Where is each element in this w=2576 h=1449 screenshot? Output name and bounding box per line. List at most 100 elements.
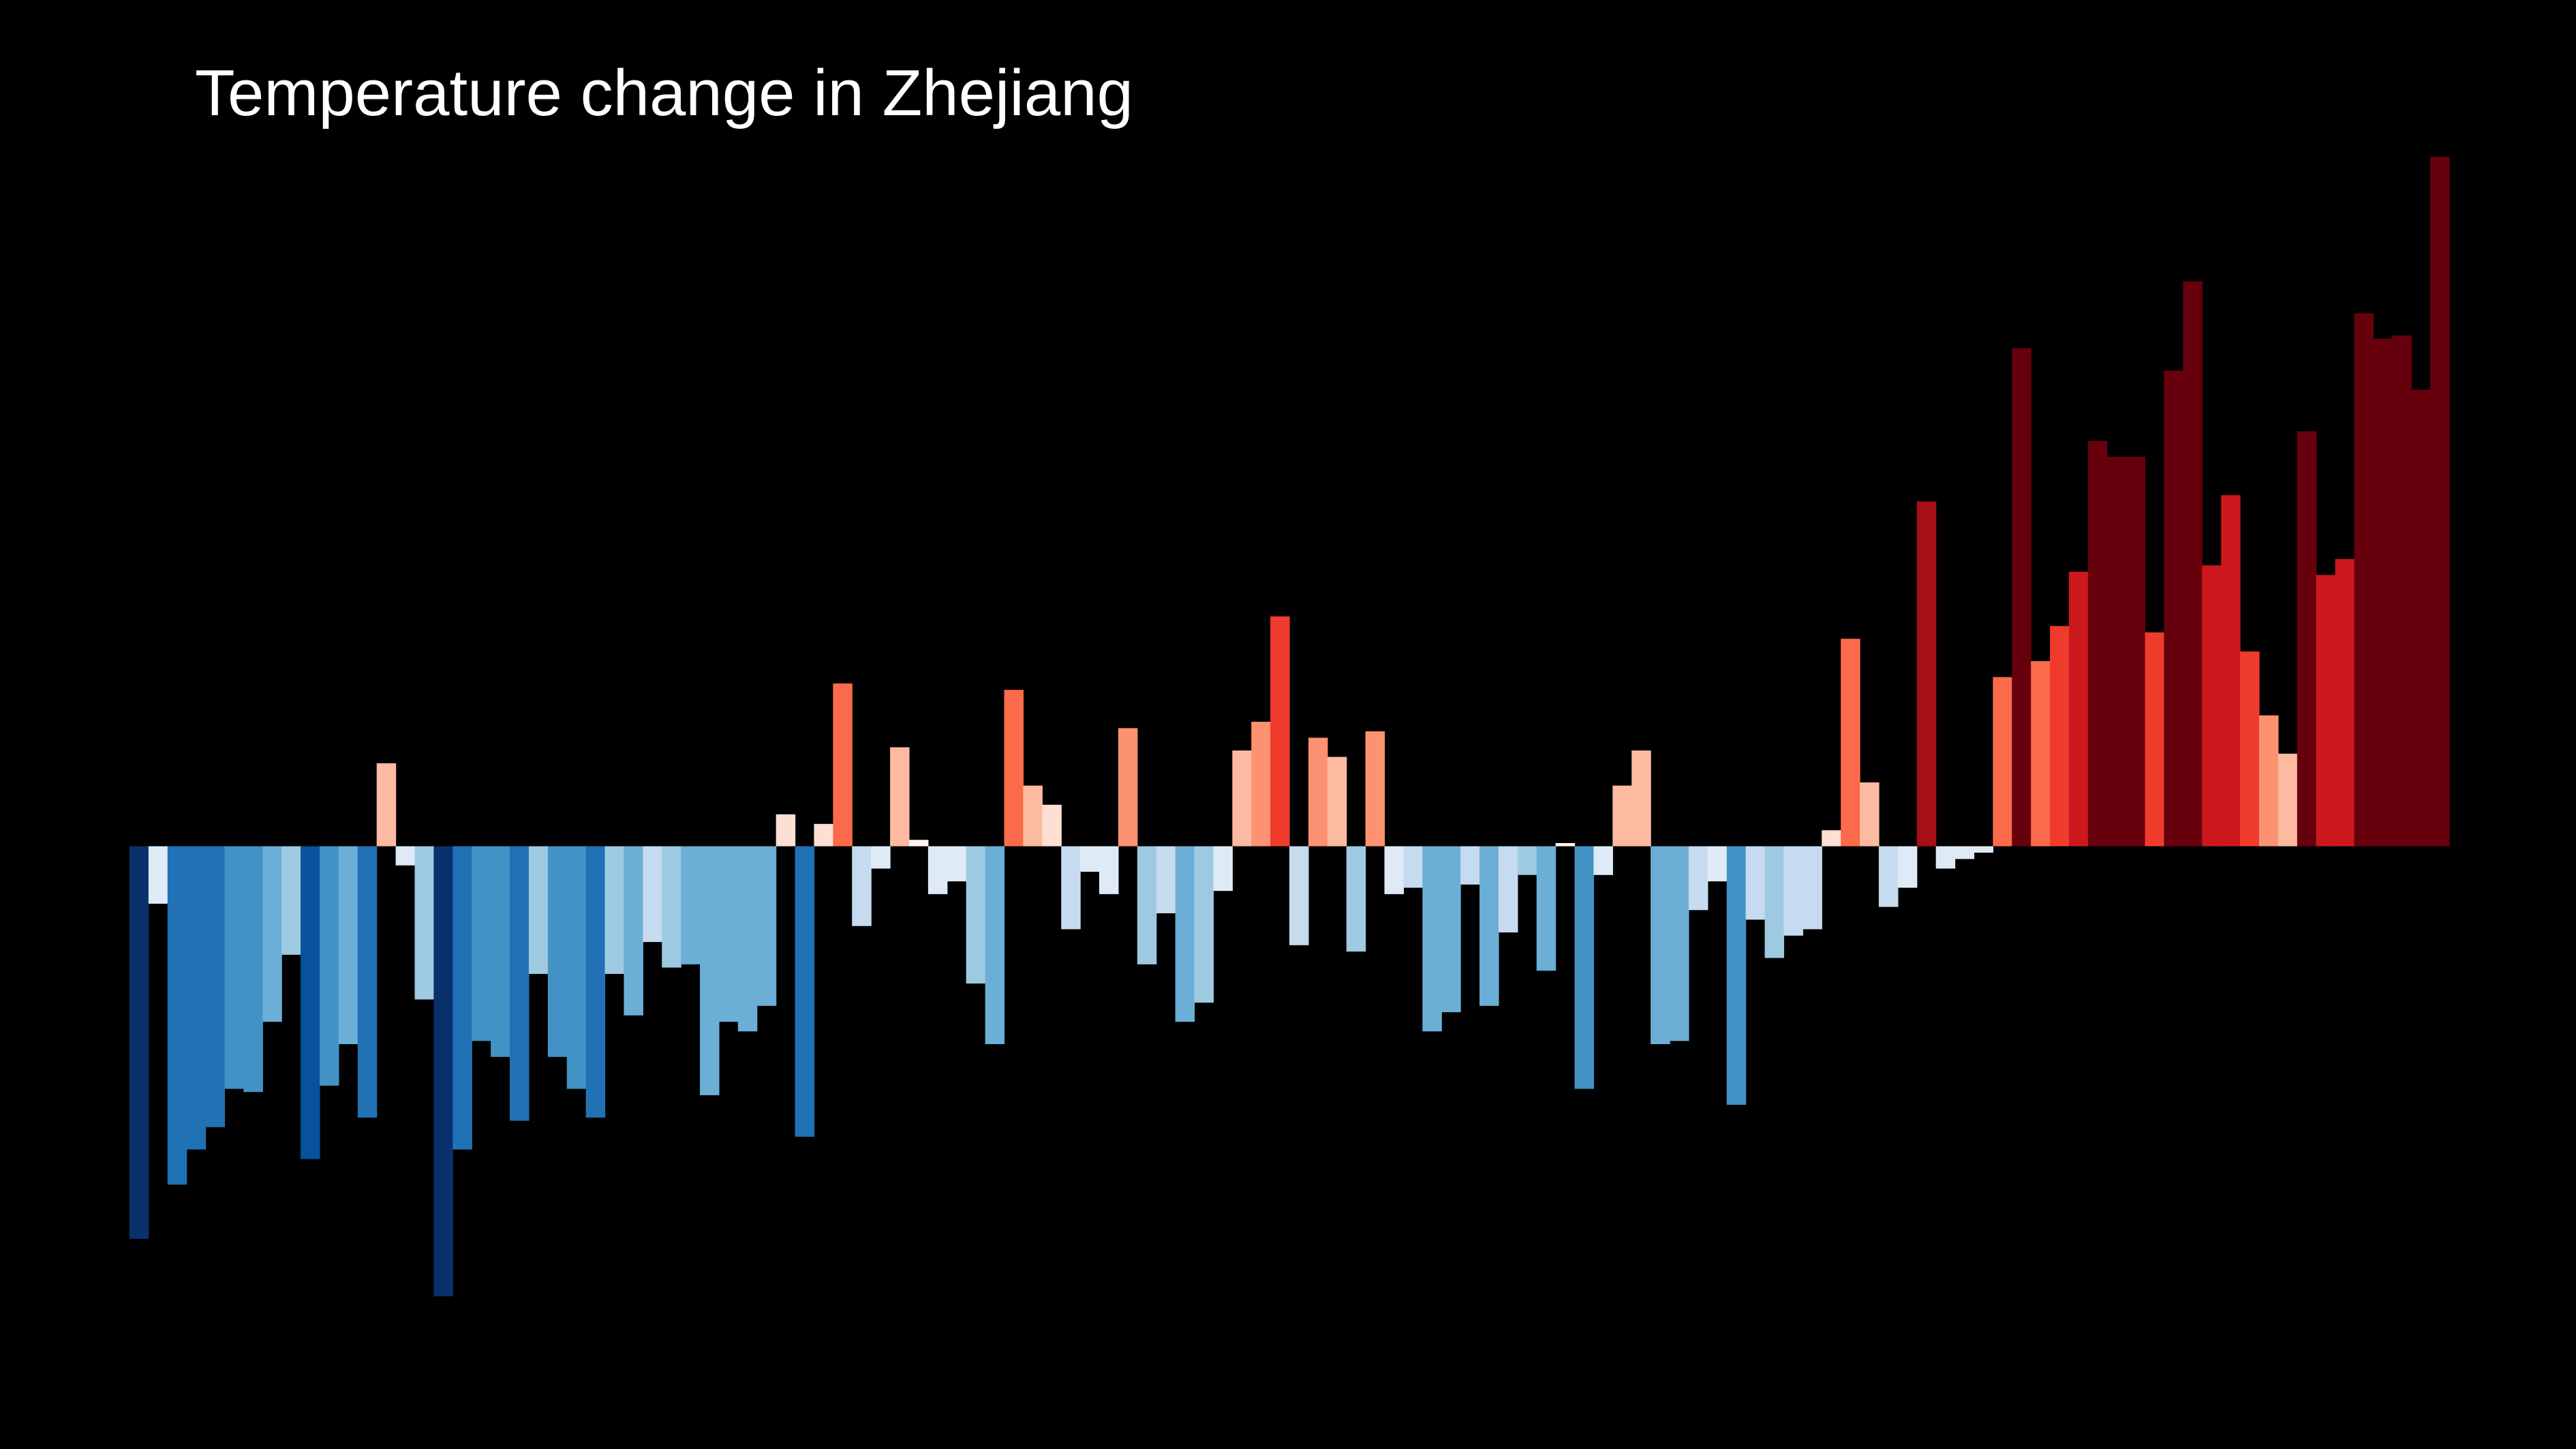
bar bbox=[2087, 440, 2108, 846]
bar bbox=[395, 846, 416, 866]
bar bbox=[414, 846, 435, 1000]
bar bbox=[1403, 846, 1423, 888]
bar bbox=[1841, 639, 1860, 846]
bar bbox=[1974, 846, 1993, 853]
bar bbox=[566, 846, 587, 1089]
bar bbox=[871, 846, 891, 869]
bar bbox=[1422, 846, 1442, 1032]
bar bbox=[1954, 846, 1975, 859]
bar bbox=[472, 846, 491, 1041]
bar bbox=[585, 846, 606, 1118]
bar bbox=[547, 846, 568, 1057]
bar bbox=[2202, 565, 2222, 846]
bar bbox=[1194, 846, 1214, 1003]
bar bbox=[1289, 846, 1309, 945]
bar bbox=[2278, 753, 2298, 846]
chart-title: Temperature change in Zhejiang bbox=[195, 57, 1133, 129]
bar bbox=[1878, 846, 1899, 907]
bar bbox=[320, 846, 339, 1086]
bar bbox=[2373, 338, 2393, 846]
bar bbox=[1612, 785, 1632, 846]
bar bbox=[2316, 575, 2336, 846]
bar bbox=[1023, 785, 1043, 846]
bar bbox=[262, 846, 282, 1022]
bar bbox=[1916, 501, 1937, 846]
bar bbox=[2297, 431, 2317, 846]
bar bbox=[1670, 846, 1689, 1041]
bar bbox=[927, 846, 948, 894]
bar bbox=[756, 846, 777, 1006]
bar bbox=[1993, 677, 2012, 846]
bar bbox=[1479, 846, 1499, 1006]
bar bbox=[2183, 281, 2203, 846]
bar bbox=[1004, 690, 1024, 846]
bar bbox=[1707, 846, 1728, 882]
bar bbox=[2258, 715, 2279, 846]
bar bbox=[453, 846, 472, 1150]
bar bbox=[2354, 313, 2374, 846]
bar bbox=[604, 846, 625, 974]
bar bbox=[908, 840, 929, 846]
bar bbox=[1651, 846, 1670, 1045]
bar bbox=[1061, 846, 1081, 930]
bar bbox=[1593, 846, 1613, 875]
bar bbox=[1441, 846, 1461, 1013]
bar bbox=[2430, 157, 2450, 846]
bar bbox=[281, 846, 301, 955]
bar bbox=[129, 846, 149, 1239]
bar bbox=[681, 846, 701, 964]
bar bbox=[1574, 846, 1595, 1089]
bar bbox=[1764, 846, 1785, 958]
bar bbox=[1688, 846, 1708, 911]
bar bbox=[643, 846, 662, 943]
bar bbox=[2392, 335, 2412, 846]
bar bbox=[1555, 842, 1576, 846]
bar bbox=[1308, 737, 1328, 846]
bars-group bbox=[129, 157, 2450, 1296]
bar bbox=[243, 846, 263, 1093]
bar bbox=[624, 846, 643, 1016]
bar bbox=[2164, 370, 2183, 846]
bar bbox=[2031, 660, 2051, 846]
bar bbox=[1213, 846, 1233, 891]
bar bbox=[737, 846, 758, 1032]
bar bbox=[1517, 846, 1537, 875]
bar bbox=[2126, 457, 2146, 846]
bar bbox=[1822, 830, 1841, 846]
bar bbox=[890, 747, 910, 846]
bar bbox=[1935, 846, 1956, 869]
bar bbox=[1384, 846, 1405, 894]
bar bbox=[1175, 846, 1195, 1022]
bar bbox=[2240, 651, 2260, 846]
bar bbox=[985, 846, 1005, 1045]
bar bbox=[1498, 846, 1518, 933]
bar bbox=[186, 846, 206, 1150]
bar bbox=[301, 846, 320, 1159]
bar bbox=[433, 846, 453, 1296]
bar bbox=[1365, 731, 1385, 846]
bar bbox=[1042, 804, 1062, 846]
bar bbox=[966, 846, 986, 984]
bar bbox=[1232, 750, 1252, 846]
bar bbox=[1803, 846, 1822, 930]
bar bbox=[1726, 846, 1747, 1105]
bar bbox=[1745, 846, 1766, 920]
bar bbox=[1118, 728, 1138, 846]
bar bbox=[1156, 846, 1176, 913]
bar bbox=[776, 814, 796, 846]
bar bbox=[510, 846, 530, 1121]
bar bbox=[1860, 782, 1880, 846]
bar bbox=[338, 846, 358, 1045]
bar bbox=[814, 823, 833, 846]
bar bbox=[491, 846, 510, 1057]
bar bbox=[2106, 457, 2127, 846]
bar bbox=[795, 846, 815, 1137]
bar bbox=[376, 763, 397, 846]
bar bbox=[1251, 721, 1271, 846]
bar bbox=[1137, 846, 1157, 964]
bar bbox=[852, 846, 872, 926]
bar bbox=[167, 846, 187, 1185]
bar bbox=[1327, 757, 1347, 846]
bar bbox=[205, 846, 226, 1127]
